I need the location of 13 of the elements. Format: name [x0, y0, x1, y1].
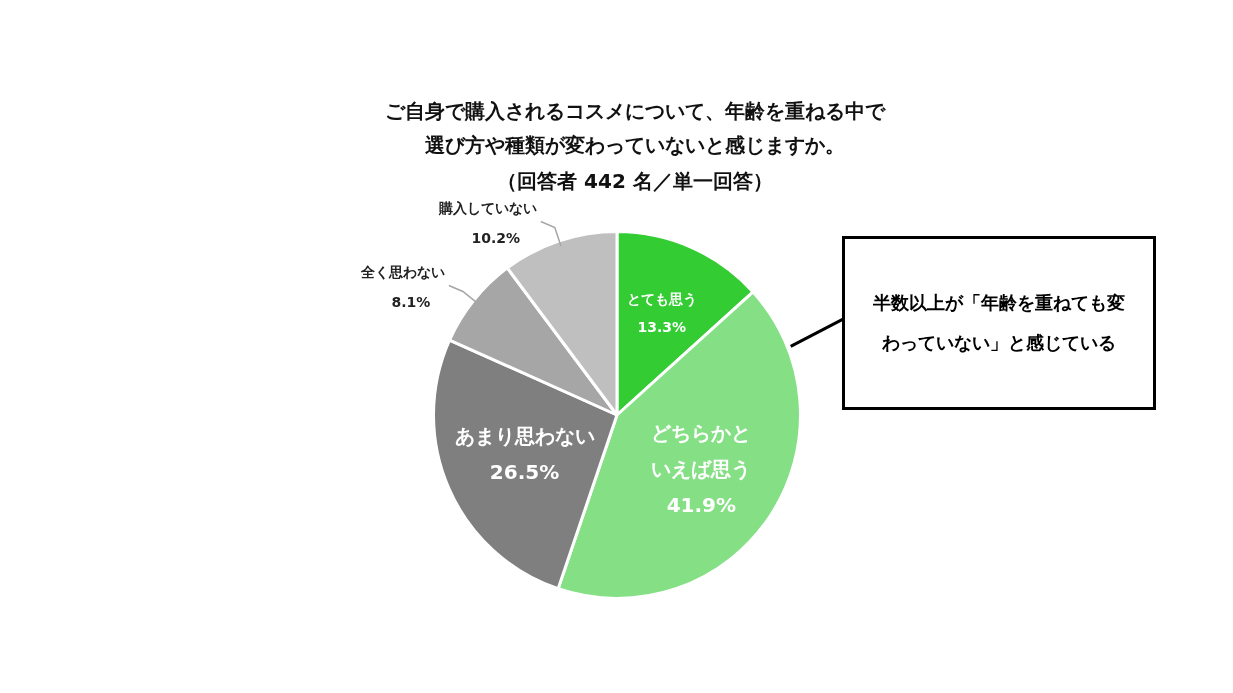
slice-label: あまり思わない: [454, 423, 595, 448]
slice-label: 購入していない: [437, 200, 537, 217]
data-label: 13.3%: [637, 319, 686, 336]
data-label: 41.9%: [666, 492, 737, 517]
chart-subtitle: （回答者 442 名／単一回答）: [496, 168, 774, 195]
text: 半数以上が「年齢を重ねても変わっていない」と感じている: [842, 236, 1156, 410]
data-label: 10.2%: [471, 230, 521, 247]
slice-label: 全く思わない: [359, 264, 445, 281]
slice-label: とても思う: [626, 291, 697, 309]
chart-title: ご自身で購入されるコスメについて、年齢を重ねる中で選び方や種類が変わっていないと感じますか。: [384, 98, 887, 159]
data-label: 8.1%: [391, 294, 431, 311]
data-label: 26.5%: [489, 459, 560, 484]
slice-label: どちらかといえば思う: [651, 420, 752, 481]
